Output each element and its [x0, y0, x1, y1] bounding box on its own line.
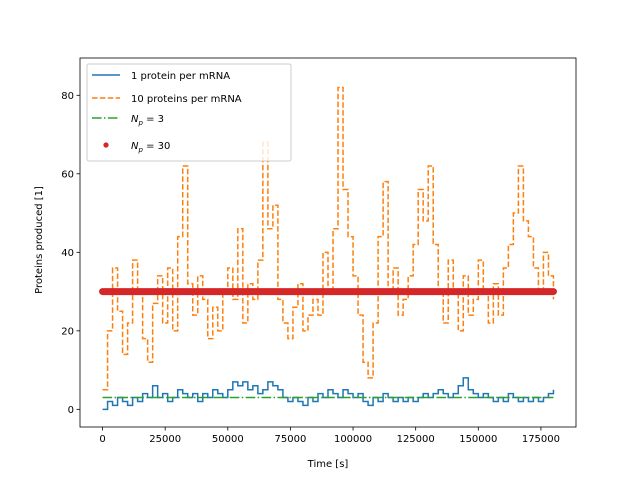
y-tick-label: 40: [61, 248, 74, 259]
y-tick-label: 80: [61, 91, 74, 102]
legend-box: [86, 63, 292, 162]
x-tick-label: 25000: [149, 434, 181, 445]
legend-label-2: Np = 3: [131, 114, 164, 127]
x-axis-label: Time [s]: [307, 459, 349, 470]
x-tick-label: 75000: [275, 434, 307, 445]
y-tick-label: 0: [68, 405, 74, 416]
y-tick-label: 60: [61, 169, 74, 180]
y-axis-label: Proteins produced [1]: [34, 186, 45, 294]
legend-label-0: 1 protein per mRNA: [131, 71, 230, 82]
x-tick-label: 50000: [212, 434, 244, 445]
legend-marker-np-30: [103, 142, 109, 148]
x-tick-label: 175000: [522, 434, 560, 445]
x-tick-label: 150000: [459, 434, 497, 445]
axes-frame: [79, 57, 577, 428]
axes: 0 25000 50000 75000 100000 125000 150000 175000…: [61, 57, 577, 445]
series-line-0: [102, 377, 555, 411]
series-group: [99, 86, 557, 411]
plot-area: [99, 86, 557, 411]
x-tick-label: 100000: [334, 434, 372, 445]
x-tick-label: 0: [99, 434, 105, 445]
legend-label-3: Np = 30: [131, 141, 170, 154]
legend: 1 protein per mRNA 10 proteins per mRNA Np…: [86, 63, 292, 162]
y-tick-label: 20: [61, 326, 74, 337]
legend-label-1: 10 proteins per mRNA: [131, 94, 242, 105]
x-tick-label: 125000: [397, 434, 435, 445]
